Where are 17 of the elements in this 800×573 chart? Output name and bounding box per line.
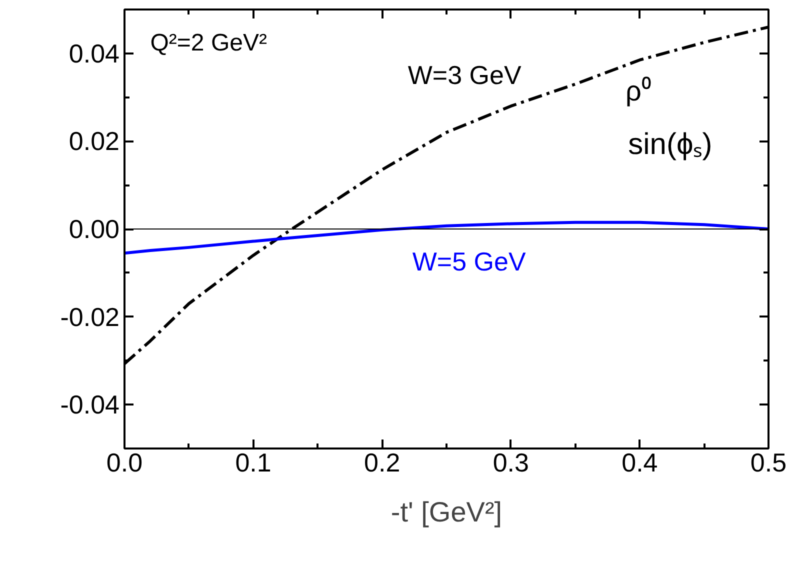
y-tick-label: -0.02 [60,302,120,332]
series-label: W=3 GeV [408,60,522,90]
x-tick-label: 0.4 [622,448,658,478]
x-tick-label: 0.5 [750,448,787,478]
y-tick-label: 0.04 [68,38,120,68]
x-tick-label: 0.2 [364,448,400,478]
x-tick-label: 0.0 [106,448,143,478]
annotation: sin(ϕₛ) [628,128,712,162]
x-axis-title: -t' [GeV²] [390,496,502,528]
annotation: ρ⁰ [626,75,652,106]
x-tick-label: 0.3 [492,448,529,478]
series-label: W=5 GeV [412,246,526,277]
annotation: Q²=2 GeV² [150,29,267,56]
y-tick-label: 0.00 [68,214,120,244]
y-tick-label: -0.04 [60,390,120,420]
x-tick-label: 0.1 [235,448,272,478]
y-tick-label: 0.02 [68,126,120,156]
